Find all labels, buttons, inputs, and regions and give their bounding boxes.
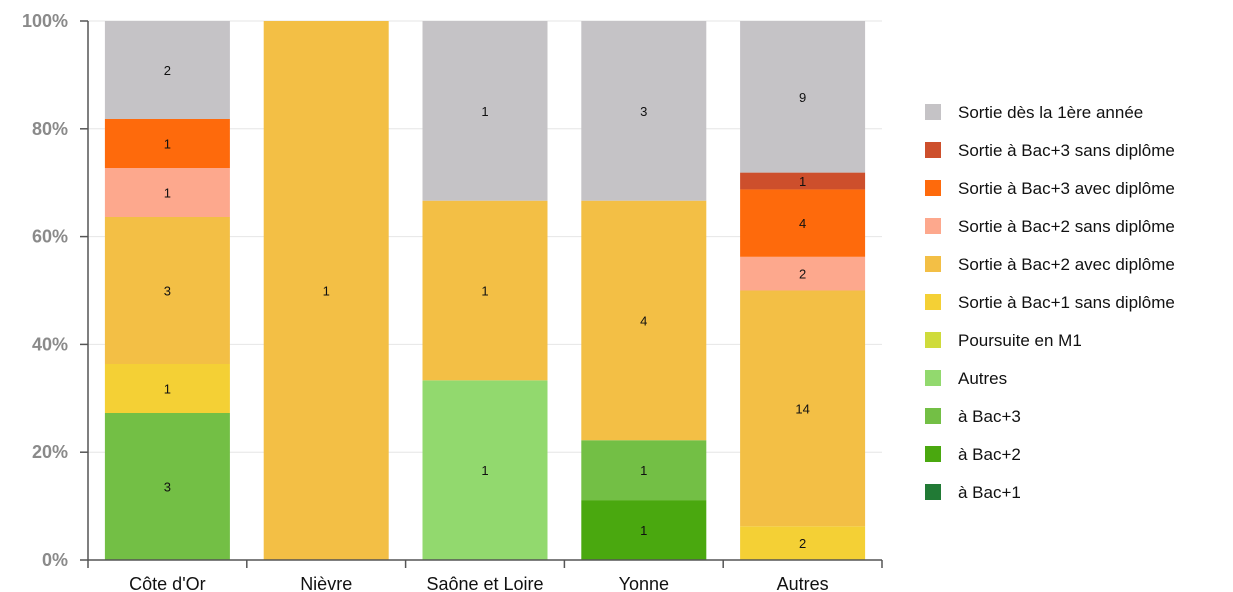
legend-swatch [925, 218, 941, 234]
bar-segment-sortie-des-la-1ere-annee [740, 21, 866, 173]
bar-segment-a-bac-2 [581, 500, 707, 560]
data-label: 1 [799, 174, 806, 189]
data-label: 9 [799, 90, 806, 105]
bar-segment-a-bac-3 [581, 440, 707, 501]
bar-segment-sortie-des-la-1ere-annee [581, 21, 707, 201]
bar-segment-sortie-a-bac-2-avec-diplome [422, 200, 548, 381]
bar-segment-autres [422, 380, 548, 560]
data-label: 3 [164, 480, 171, 495]
legend-label: Sortie à Bac+2 avec diplôme [958, 255, 1175, 274]
legend-swatch [925, 142, 941, 158]
legend-swatch [925, 180, 941, 196]
legend-swatch [925, 256, 941, 272]
bar-segment-sortie-a-bac-2-sans-diplome [104, 168, 230, 217]
y-tick-label: 0% [42, 550, 68, 570]
x-category-label: Nièvre [300, 574, 352, 592]
bar-segment-sortie-a-bac-1-sans-diplome [740, 526, 866, 560]
legend-label: Sortie à Bac+2 sans diplôme [958, 217, 1175, 236]
legend-label: Sortie à Bac+3 sans diplôme [958, 141, 1175, 160]
legend-item-sortie-a-bac-2-sans-diplome: Sortie à Bac+2 sans diplôme [925, 217, 1175, 236]
legend-swatch [925, 446, 941, 462]
y-tick-label: 80% [32, 119, 68, 139]
data-label: 4 [640, 313, 647, 328]
bar-segment-sortie-a-bac-2-avec-diplome [581, 200, 707, 441]
data-label: 1 [640, 523, 647, 538]
data-label: 1 [323, 284, 330, 299]
legend-item-a-bac-3: à Bac+3 [925, 407, 1021, 426]
data-label: 1 [164, 186, 171, 201]
legend-item-poursuite-en-m1: Poursuite en M1 [925, 331, 1082, 350]
x-category-label: Saône et Loire [426, 574, 543, 592]
bar-segment-sortie-a-bac-2-sans-diplome [740, 256, 866, 291]
legend-label: Sortie à Bac+1 sans diplôme [958, 293, 1175, 312]
data-label: 14 [795, 401, 809, 416]
data-label: 3 [640, 104, 647, 119]
legend-item-a-bac-1: à Bac+1 [925, 483, 1021, 502]
legend-item-sortie-a-bac-2-avec-diplome: Sortie à Bac+2 avec diplôme [925, 255, 1175, 274]
data-label: 3 [164, 284, 171, 299]
x-category-label: Autres [777, 574, 829, 592]
legend: Sortie dès la 1ère année Sortie à Bac+3 s… [925, 103, 1175, 502]
y-tick-label: 100% [22, 11, 68, 31]
data-label: 2 [164, 63, 171, 78]
legend-swatch [925, 294, 941, 310]
data-label: 2 [799, 536, 806, 551]
legend-label: Sortie à Bac+3 avec diplôme [958, 179, 1175, 198]
legend-label: Sortie dès la 1ère année [958, 103, 1143, 122]
legend-swatch [925, 370, 941, 386]
legend-swatch [925, 484, 941, 500]
legend-label: Autres [958, 369, 1007, 388]
bar-segment-sortie-a-bac-1-sans-diplome [104, 364, 230, 413]
legend-item-sortie-a-bac-3-avec-diplome: Sortie à Bac+3 avec diplôme [925, 179, 1175, 198]
data-label: 1 [481, 463, 488, 478]
x-category-label: Yonne [619, 574, 669, 592]
legend-swatch [925, 332, 941, 348]
legend-item-sortie-des-la-1ere-annee: Sortie dès la 1ère année [925, 103, 1143, 122]
bar-segment-a-bac-3 [104, 413, 230, 560]
legend-label: à Bac+1 [958, 483, 1021, 502]
data-label: 1 [164, 137, 171, 152]
legend-swatch [925, 104, 941, 120]
bar-segment-sortie-a-bac-2-avec-diplome [104, 217, 230, 364]
y-tick-label: 60% [32, 227, 68, 247]
axes: 0% 20% 40% 60% 80% 100% Côte d'Or Nièvre Saône e… [22, 11, 883, 592]
legend-item-a-bac-2: à Bac+2 [925, 445, 1021, 464]
y-tick-label: 40% [32, 334, 68, 354]
data-label: 1 [164, 382, 171, 397]
legend-swatch [925, 408, 941, 424]
bar-segment-sortie-a-bac-3-sans-diplome [740, 172, 866, 190]
legend-label: à Bac+3 [958, 407, 1021, 426]
bar-segment-sortie-des-la-1ere-annee [104, 21, 230, 119]
data-label: 4 [799, 216, 806, 231]
data-label: 1 [640, 463, 647, 478]
data-label: 1 [481, 104, 488, 119]
y-tick-label: 20% [32, 442, 68, 462]
bar-segment-sortie-des-la-1ere-annee [422, 21, 548, 201]
legend-item-autres: Autres [925, 369, 1007, 388]
bar-segment-sortie-a-bac-3-avec-diplome [104, 119, 230, 168]
legend-item-sortie-a-bac-3-sans-diplome: Sortie à Bac+3 sans diplôme [925, 141, 1175, 160]
bar-segment-sortie-a-bac-2-avec-diplome [263, 21, 389, 560]
legend-label: Poursuite en M1 [958, 331, 1082, 350]
legend-label: à Bac+2 [958, 445, 1021, 464]
data-label: 1 [481, 284, 488, 299]
x-category-label: Côte d'Or [129, 574, 205, 592]
bar-segment-sortie-a-bac-3-avec-diplome [740, 189, 866, 257]
data-label: 2 [799, 267, 806, 282]
bar-segment-sortie-a-bac-2-avec-diplome [740, 290, 866, 527]
legend-item-sortie-a-bac-1-sans-diplome: Sortie à Bac+1 sans diplôme [925, 293, 1175, 312]
